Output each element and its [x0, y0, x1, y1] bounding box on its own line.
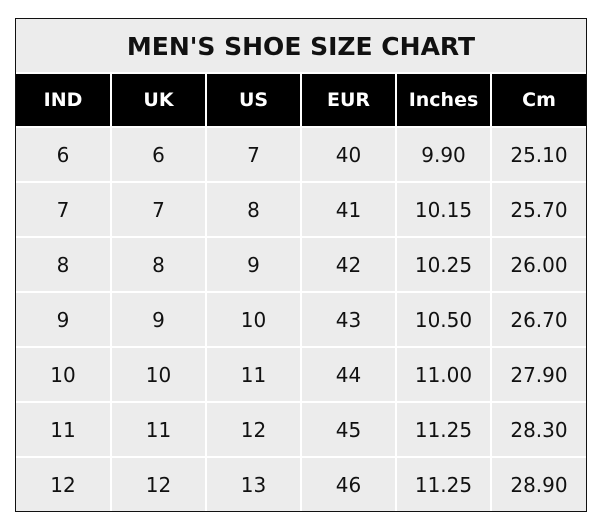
table-cell: 28.30	[490, 401, 586, 457]
table-cell: 10	[110, 346, 206, 402]
table-cell: 45	[300, 401, 396, 457]
table-cell: 7	[110, 181, 206, 237]
table-cell: 9	[110, 291, 206, 347]
table-cell: 11.25	[395, 401, 491, 457]
size-chart: MEN'S SHOE SIZE CHART IND UK US EUR Inches Cm…	[15, 18, 587, 512]
table-cell: 8	[16, 236, 111, 292]
table-cell: 27.90	[490, 346, 586, 402]
column-header: Inches	[395, 74, 491, 127]
table-cell: 9	[16, 291, 111, 347]
table-cell: 8	[110, 236, 206, 292]
table-cell: 10	[205, 291, 301, 347]
table-cell: 12	[205, 401, 301, 457]
table-cell: 11.00	[395, 346, 491, 402]
table-row: 7 7 8 41 10.15 25.70	[16, 181, 586, 237]
column-header: EUR	[300, 74, 396, 127]
table-cell: 10	[16, 346, 111, 402]
table-cell: 10.50	[395, 291, 491, 347]
table-row: 8 8 9 42 10.25 26.00	[16, 236, 586, 292]
table-cell: 26.00	[490, 236, 586, 292]
table-cell: 25.70	[490, 181, 586, 237]
table-cell: 11	[205, 346, 301, 402]
table-cell: 6	[110, 126, 206, 182]
table-cell: 46	[300, 456, 396, 511]
table-cell: 9	[205, 236, 301, 292]
table-row: 10 10 11 44 11.00 27.90	[16, 346, 586, 402]
table-cell: 44	[300, 346, 396, 402]
table-cell: 43	[300, 291, 396, 347]
table-cell: 25.10	[490, 126, 586, 182]
table-cell: 9.90	[395, 126, 491, 182]
chart-title: MEN'S SHOE SIZE CHART	[16, 19, 586, 74]
table-cell: 10.15	[395, 181, 491, 237]
table-cell: 6	[16, 126, 111, 182]
table-cell: 12	[16, 456, 111, 511]
header-row: IND UK US EUR Inches Cm	[16, 74, 586, 127]
table-cell: 8	[205, 181, 301, 237]
column-header: US	[205, 74, 301, 127]
size-table: IND UK US EUR Inches Cm 6 6 7 40 9.90 25.10 7 7 8 41 10…	[16, 74, 586, 511]
table-cell: 11.25	[395, 456, 491, 511]
table-cell: 11	[110, 401, 206, 457]
table-cell: 26.70	[490, 291, 586, 347]
table-row: 9 9 10 43 10.50 26.70	[16, 291, 586, 347]
table-cell: 7	[205, 126, 301, 182]
table-cell: 12	[110, 456, 206, 511]
table-cell: 28.90	[490, 456, 586, 511]
table-cell: 10.25	[395, 236, 491, 292]
table-cell: 7	[16, 181, 111, 237]
column-header: Cm	[490, 74, 586, 127]
table-row: 12 12 13 46 11.25 28.90	[16, 456, 586, 511]
column-header: IND	[16, 74, 111, 127]
table-cell: 11	[16, 401, 111, 457]
table-cell: 40	[300, 126, 396, 182]
table-row: 6 6 7 40 9.90 25.10	[16, 126, 586, 182]
table-cell: 42	[300, 236, 396, 292]
column-header: UK	[110, 74, 206, 127]
table-cell: 41	[300, 181, 396, 237]
table-cell: 13	[205, 456, 301, 511]
table-row: 11 11 12 45 11.25 28.30	[16, 401, 586, 457]
